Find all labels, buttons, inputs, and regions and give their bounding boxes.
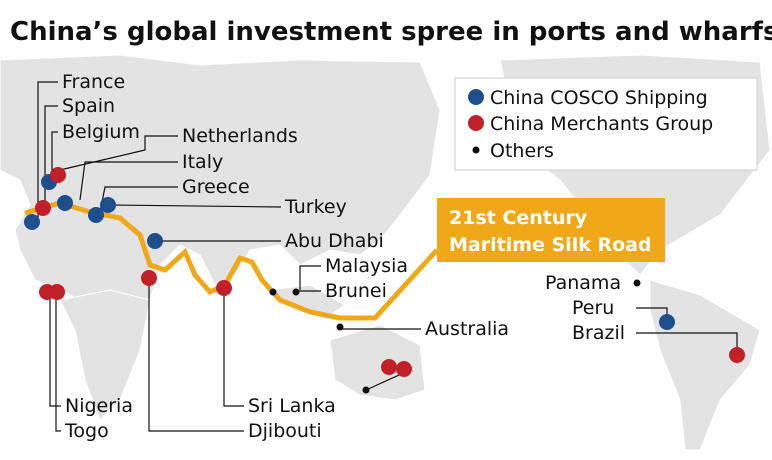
route-label-box	[437, 198, 665, 262]
markers	[24, 167, 745, 394]
route	[24, 200, 439, 321]
place-label: Belgium	[62, 121, 140, 143]
title: China’s global investment spree in ports…	[10, 17, 772, 47]
place-label: Abu Dhabi	[285, 230, 384, 252]
place-label: Australia	[425, 318, 509, 340]
place-label: Panama	[545, 272, 621, 294]
legend-entry: Others	[490, 140, 554, 162]
route-label-text: Maritime Silk Road	[449, 234, 652, 256]
place-label: France	[62, 71, 125, 93]
route-label-text: 21st Century	[449, 207, 588, 229]
leaders	[37, 81, 738, 432]
place-label: Brazil	[572, 322, 625, 344]
route-label: 21st Century Maritime Silk Road	[437, 198, 665, 262]
place-label: Brunei	[325, 280, 387, 302]
legend: China COSCO Shipping China Merchants Gro…	[454, 77, 758, 171]
legend-entry: China Merchants Group	[490, 113, 713, 135]
place-label: Peru	[572, 297, 614, 319]
place-labels: France Spain Belgium Netherlands Italy G…	[62, 71, 625, 442]
legend-swatch	[472, 146, 480, 154]
legend-swatch	[468, 115, 484, 131]
place-label: Spain	[62, 95, 115, 117]
place-label: Djibouti	[248, 420, 322, 442]
place-label: Greece	[182, 176, 250, 198]
legend-swatch	[468, 89, 484, 105]
place-label: Italy	[182, 151, 223, 173]
legend-entry: China COSCO Shipping	[490, 87, 708, 109]
place-label: Sri Lanka	[248, 395, 336, 417]
place-label: Malaysia	[325, 255, 408, 277]
legend-box	[454, 77, 758, 171]
place-label: Turkey	[284, 196, 347, 218]
place-label: Togo	[64, 420, 109, 442]
place-label: Netherlands	[182, 125, 298, 147]
place-label: Nigeria	[65, 395, 133, 417]
